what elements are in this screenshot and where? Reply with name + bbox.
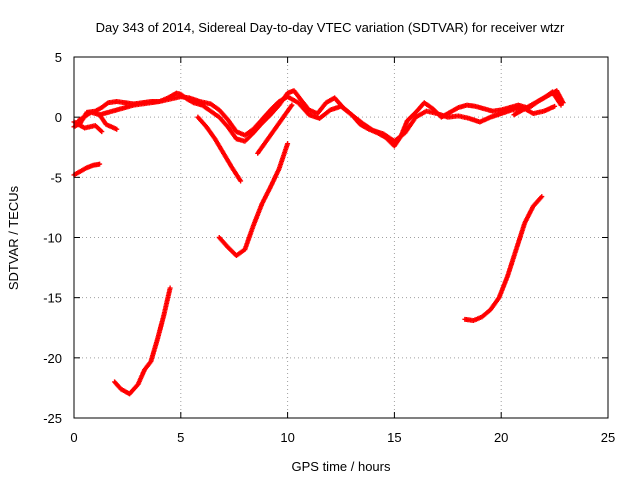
y-tick-label: -5	[50, 170, 62, 185]
plot-frame	[73, 56, 609, 419]
y-tick-label: -25	[43, 411, 62, 426]
series-descending-2-5h-segment	[97, 112, 120, 132]
y-tick-label: -15	[43, 291, 62, 306]
y-axis-label: SDTVAR / TECUs	[6, 185, 21, 290]
x-tick-label: 15	[387, 430, 401, 445]
x-tick-label: 25	[601, 430, 615, 445]
chart-title: Day 343 of 2014, Sidereal Day-to-day VTE…	[96, 20, 565, 35]
data-point	[560, 100, 566, 106]
data-point	[238, 178, 244, 184]
data-point	[285, 141, 291, 147]
data-points	[71, 88, 566, 397]
series-early-0-5h-segment	[71, 119, 105, 135]
axis-ticks: 0 5 10 15 20 25 5 0 -5 -10 -15 -20 -25	[43, 50, 615, 445]
data-point	[539, 194, 545, 200]
x-axis-label: GPS time / hours	[292, 459, 391, 474]
series-upper-envelope-21-23h	[511, 88, 566, 118]
data-point	[97, 161, 103, 167]
grid-lines	[74, 57, 608, 418]
series-rising-from-minus-23	[112, 285, 173, 397]
data-point	[289, 102, 295, 108]
series-rising-to-minus-1	[255, 102, 295, 156]
y-tick-label: 5	[55, 50, 62, 65]
series-rising-from-minus-17	[462, 194, 545, 324]
x-tick-label: 20	[494, 430, 508, 445]
x-tick-label: 5	[177, 430, 184, 445]
series-rising-from-minus-11	[216, 141, 291, 259]
series-minus-4-segment	[71, 161, 103, 178]
x-tick-label: 10	[280, 430, 294, 445]
data-point	[114, 126, 120, 132]
data-point	[99, 129, 105, 135]
x-tick-label: 0	[70, 430, 77, 445]
series-lower-parallel-trace	[75, 94, 558, 144]
y-tick-label: 0	[55, 110, 62, 125]
y-tick-label: -10	[43, 231, 62, 246]
data-point	[552, 103, 558, 109]
series-dip-to-minus-5	[195, 114, 244, 184]
y-tick-label: -20	[43, 351, 62, 366]
data-point	[167, 285, 173, 291]
